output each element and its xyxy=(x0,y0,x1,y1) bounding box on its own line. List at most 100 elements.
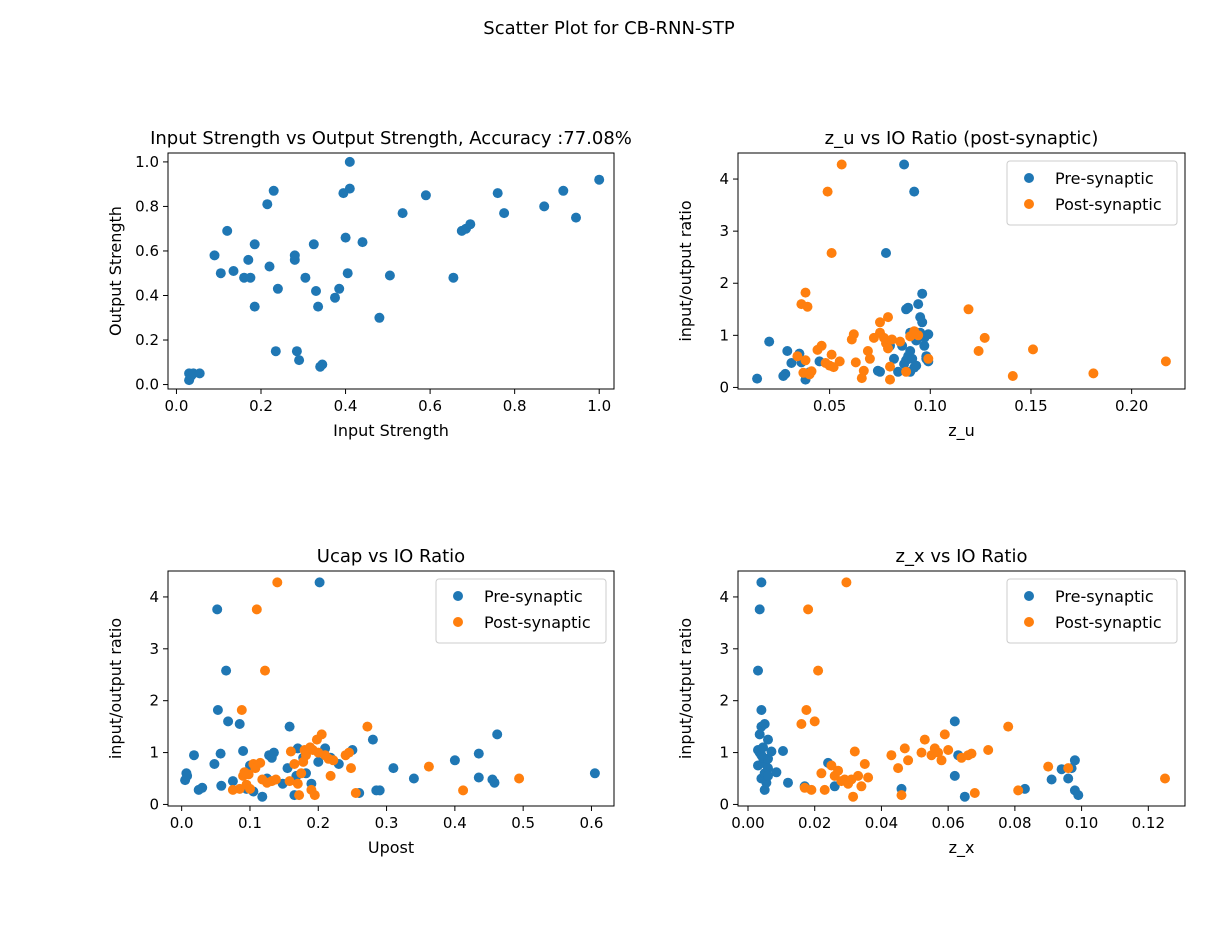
zx-vs-io-legend: Pre-synaptic Post-synaptic xyxy=(1006,578,1178,644)
ucap-vs-io-point-post-30 xyxy=(309,790,320,801)
input-vs-output-xtick-label: 0.4 xyxy=(334,397,358,415)
zx-vs-io-ytick-label: 4 xyxy=(719,588,729,606)
zu-vs-io-point-post-44 xyxy=(1007,371,1018,381)
zu-vs-io-legend-label-pre: Pre-synaptic xyxy=(1055,169,1154,188)
ucap-vs-io-point-post-40 xyxy=(346,763,356,774)
zx-vs-io-point-pre-20 xyxy=(763,734,773,745)
zx-vs-io-point-post-4 xyxy=(806,784,817,795)
zx-vs-io-ytick-label: 1 xyxy=(719,744,729,762)
ucap-vs-io-ytick-label: 2 xyxy=(149,692,159,710)
ucap-vs-io-ytick-label: 0 xyxy=(149,795,159,813)
zx-vs-io-point-pre-31 xyxy=(949,770,960,781)
zx-vs-io-point-pre-30 xyxy=(949,716,960,727)
zu-vs-io-point-post-9 xyxy=(816,340,827,351)
ucap-vs-io-xtick-label: 0.6 xyxy=(580,814,604,832)
ucap-vs-io-point-pre-51 xyxy=(492,729,503,740)
zu-vs-io-point-post-31 xyxy=(883,343,893,354)
zu-vs-io-point-post-30 xyxy=(883,312,893,323)
zx-vs-io-ytick-label: 3 xyxy=(719,640,729,658)
zu-vs-io-point-post-22 xyxy=(858,365,869,376)
zu-vs-io-point-pre-4 xyxy=(782,346,793,356)
ucap-vs-io-point-pre-15 xyxy=(238,746,249,756)
input-vs-output-point-pre-39 xyxy=(397,208,408,219)
ucap-vs-io-legend-box xyxy=(435,578,607,644)
ucap-vs-io-ytick-label: 4 xyxy=(149,588,159,606)
zu-vs-io-point-post-0 xyxy=(792,351,803,362)
ucap-vs-io-point-pre-3 xyxy=(189,750,199,761)
zu-vs-io-point-pre-28 xyxy=(909,186,920,197)
zx-vs-io-point-pre-2 xyxy=(753,665,763,676)
ucap-vs-io-point-pre-24 xyxy=(268,747,279,758)
zx-vs-io-point-pre-8 xyxy=(756,705,767,715)
zu-vs-io-point-post-20 xyxy=(850,357,861,368)
zu-vs-io-point-pre-15 xyxy=(889,353,899,364)
zx-vs-io-point-post-20 xyxy=(856,781,867,792)
zx-vs-io-point-pre-37 xyxy=(1063,773,1074,784)
ucap-vs-io-point-pre-50 xyxy=(489,777,500,788)
zx-vs-io-xtick-label: 0.04 xyxy=(865,814,898,832)
zx-vs-io-point-post-32 xyxy=(933,747,944,758)
ucap-vs-io-point-pre-5 xyxy=(197,782,208,793)
ucap-vs-io-points xyxy=(180,577,600,802)
input-vs-output-point-pre-29 xyxy=(330,292,340,303)
zx-vs-io-point-post-21 xyxy=(859,759,870,769)
input-vs-output-ytick-label: 0.4 xyxy=(135,286,159,304)
ucap-vs-io-point-post-44 xyxy=(458,785,469,796)
zx-vs-io-xtick-label: 0.10 xyxy=(1065,814,1098,832)
ucap-vs-io-xtick-label: 0.4 xyxy=(443,814,467,832)
zx-vs-io-point-post-3 xyxy=(803,604,814,615)
ucap-vs-io-point-pre-35 xyxy=(314,577,325,588)
zx-vs-io-point-post-41 xyxy=(1003,721,1014,732)
ucap-vs-io-ylabel: input/output ratio xyxy=(106,618,125,759)
ucap-vs-io-point-post-42 xyxy=(362,721,373,732)
input-vs-output-point-pre-26 xyxy=(313,301,324,312)
input-vs-output-ytick-label: 0.8 xyxy=(135,197,159,215)
zx-vs-io-legend-label-pre: Pre-synaptic xyxy=(1055,587,1154,606)
zx-vs-io-xlabel: z_x xyxy=(949,838,975,858)
zu-vs-io-legend-marker-pre xyxy=(1024,173,1034,183)
zx-vs-io-point-pre-3 xyxy=(754,604,765,615)
ucap-vs-io-legend-marker-pre xyxy=(453,591,463,601)
zu-vs-io-point-post-40 xyxy=(923,353,934,364)
input-vs-output-xtick-label: 0.6 xyxy=(418,397,442,415)
zx-vs-io-point-post-45 xyxy=(1160,773,1170,784)
zx-vs-io-point-post-6 xyxy=(813,665,824,676)
zu-vs-io-point-post-19 xyxy=(848,329,859,340)
zu-vs-io-title: z_u vs IO Ratio (post-synaptic) xyxy=(825,128,1099,149)
ucap-vs-io-point-pre-13 xyxy=(227,776,238,787)
zx-vs-io-point-post-26 xyxy=(899,743,910,754)
ucap-vs-io-point-pre-41 xyxy=(367,734,378,745)
input-vs-output-point-pre-49 xyxy=(571,212,581,223)
input-vs-output-point-pre-48 xyxy=(558,185,569,196)
ucap-vs-io-point-post-17 xyxy=(272,577,283,588)
zx-vs-io-chart: 0.00 0.02 0.04 0.06 0.08 0.10 0.12 0 1 2 3 4 z_x vs … xyxy=(676,546,1186,858)
zu-vs-io-point-post-42 xyxy=(973,346,984,356)
input-vs-output-ytick-label: 0.6 xyxy=(135,242,159,260)
zu-vs-io-ytick-label: 2 xyxy=(719,274,729,292)
zu-vs-io-ytick-label: 0 xyxy=(719,378,729,396)
zu-vs-io-points xyxy=(752,159,1171,385)
input-vs-output-xtick-label: 0.2 xyxy=(249,397,273,415)
zx-vs-io-point-pre-19 xyxy=(763,770,773,781)
zu-vs-io-legend-box xyxy=(1006,160,1178,226)
input-vs-output-ytick-label: 1.0 xyxy=(135,153,159,171)
zx-vs-io-point-pre-25 xyxy=(783,777,793,788)
zx-vs-io-point-post-33 xyxy=(936,755,947,766)
ucap-vs-io-xtick-label: 0.0 xyxy=(170,814,194,832)
ucap-vs-io-point-pre-43 xyxy=(374,785,385,796)
ucap-vs-io-point-post-16 xyxy=(270,774,281,785)
zu-vs-io-point-post-46 xyxy=(1088,368,1099,379)
input-vs-output-point-pre-14 xyxy=(262,199,273,210)
zx-vs-io-point-post-34 xyxy=(939,729,950,740)
ucap-vs-io-point-post-18 xyxy=(284,776,295,787)
input-vs-output-point-pre-44 xyxy=(465,219,476,230)
zu-vs-io-point-pre-22 xyxy=(903,302,914,313)
zu-vs-io-point-pre-0 xyxy=(752,373,763,384)
input-vs-output-point-pre-22 xyxy=(294,355,305,366)
ucap-vs-io-point-pre-20 xyxy=(257,791,268,802)
zx-vs-io-point-post-8 xyxy=(819,784,830,795)
ucap-vs-io-point-pre-45 xyxy=(408,773,419,784)
zx-vs-io-point-pre-18 xyxy=(763,763,773,774)
input-vs-output-point-pre-12 xyxy=(249,301,260,312)
zx-vs-io-point-post-14 xyxy=(841,577,852,588)
